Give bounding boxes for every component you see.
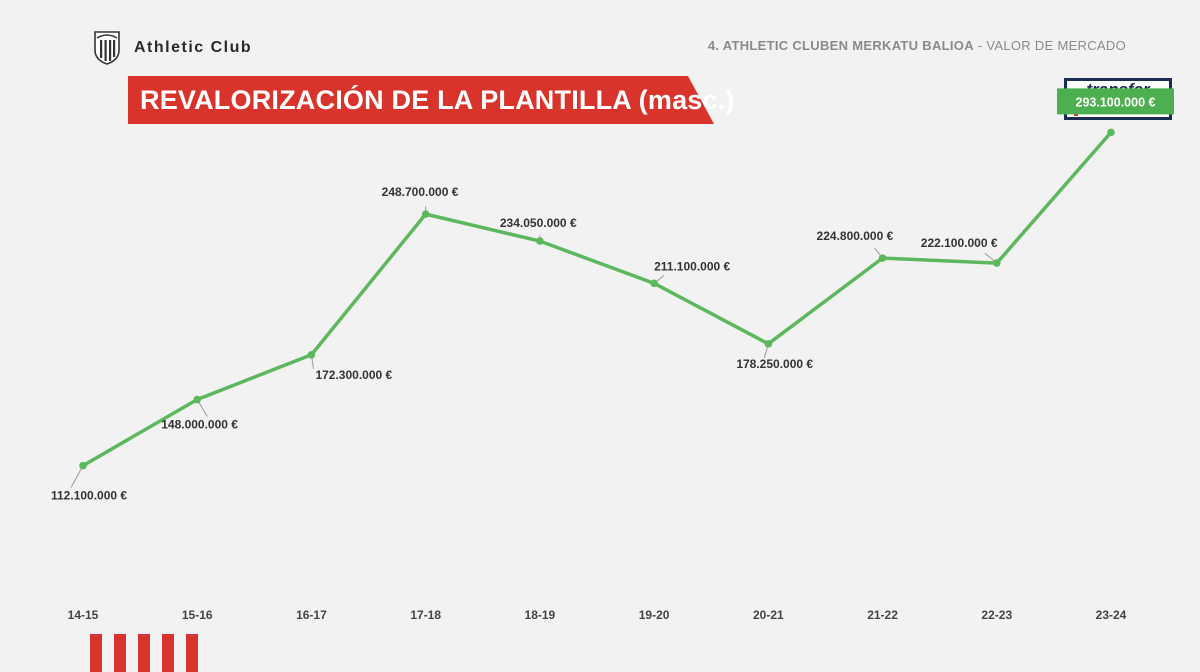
- title-banner: REVALORIZACIÓN DE LA PLANTILLA (masc.): [128, 76, 734, 124]
- data-label: 293.100.000 €: [1076, 95, 1156, 109]
- series-line: [82, 131, 1113, 468]
- data-labels: 112.100.000 € 148.000.000 € 172.300.000 € 2…: [51, 88, 1174, 503]
- x-axis-ticks: 14-15 15-16 16-17 17-18 18-19 19-20 20-21 21-22…: [68, 608, 1127, 622]
- x-tick-label: 18-19: [525, 608, 556, 622]
- highlight-badge: 293.100.000 €: [1057, 88, 1174, 115]
- data-point: [307, 350, 316, 359]
- data-point: [764, 340, 773, 348]
- data-point: [536, 237, 544, 245]
- club-crest-icon: [94, 31, 120, 65]
- label-connectors: [70, 206, 998, 488]
- data-point: [421, 210, 430, 218]
- data-points: [79, 128, 1115, 470]
- x-tick-label: 20-21: [753, 608, 784, 622]
- data-label: 178.250.000 €: [736, 357, 813, 371]
- banner-shape: [128, 76, 714, 124]
- section-title-sub: - VALOR DE MERCADO: [973, 38, 1126, 53]
- data-point: [650, 279, 658, 288]
- x-tick-label: 15-16: [182, 608, 213, 622]
- x-tick-label: 17-18: [410, 608, 441, 622]
- data-label: 112.100.000 €: [51, 489, 127, 503]
- data-point: [992, 259, 1001, 267]
- data-point: [79, 461, 87, 470]
- label-connector: [70, 465, 84, 488]
- data-point: [878, 254, 887, 262]
- data-label: 234.050.000 €: [500, 216, 577, 230]
- x-tick-label: 19-20: [639, 608, 670, 622]
- data-label: 148.000.000 €: [161, 418, 238, 432]
- data-label: 211.100.000 €: [654, 259, 730, 273]
- data-label: 248.700.000 €: [382, 185, 459, 199]
- data-label: 224.800.000 €: [817, 229, 894, 243]
- club-name: Athletic Club: [134, 39, 253, 56]
- x-tick-label: 14-15: [68, 608, 99, 622]
- data-point: [193, 395, 202, 404]
- x-tick-label: 22-23: [981, 608, 1012, 622]
- club-logo: Athletic Club: [92, 30, 252, 66]
- section-title-main: 4. ATHLETIC CLUBEN MERKATU BALIOA: [707, 38, 974, 53]
- data-label: 172.300.000 €: [315, 368, 392, 382]
- section-title: 4. ATHLETIC CLUBEN MERKATU BALIOA - VALO…: [708, 38, 1126, 53]
- club-stripes-decoration: [90, 634, 198, 672]
- x-tick-label: 23-24: [1096, 608, 1127, 622]
- banner-title: REVALORIZACIÓN DE LA PLANTILLA (masc.): [140, 85, 735, 115]
- x-tick-label: 16-17: [296, 608, 327, 622]
- data-point: [1107, 128, 1115, 137]
- data-label: 222.100.000 €: [921, 236, 998, 250]
- x-tick-label: 21-22: [867, 608, 898, 622]
